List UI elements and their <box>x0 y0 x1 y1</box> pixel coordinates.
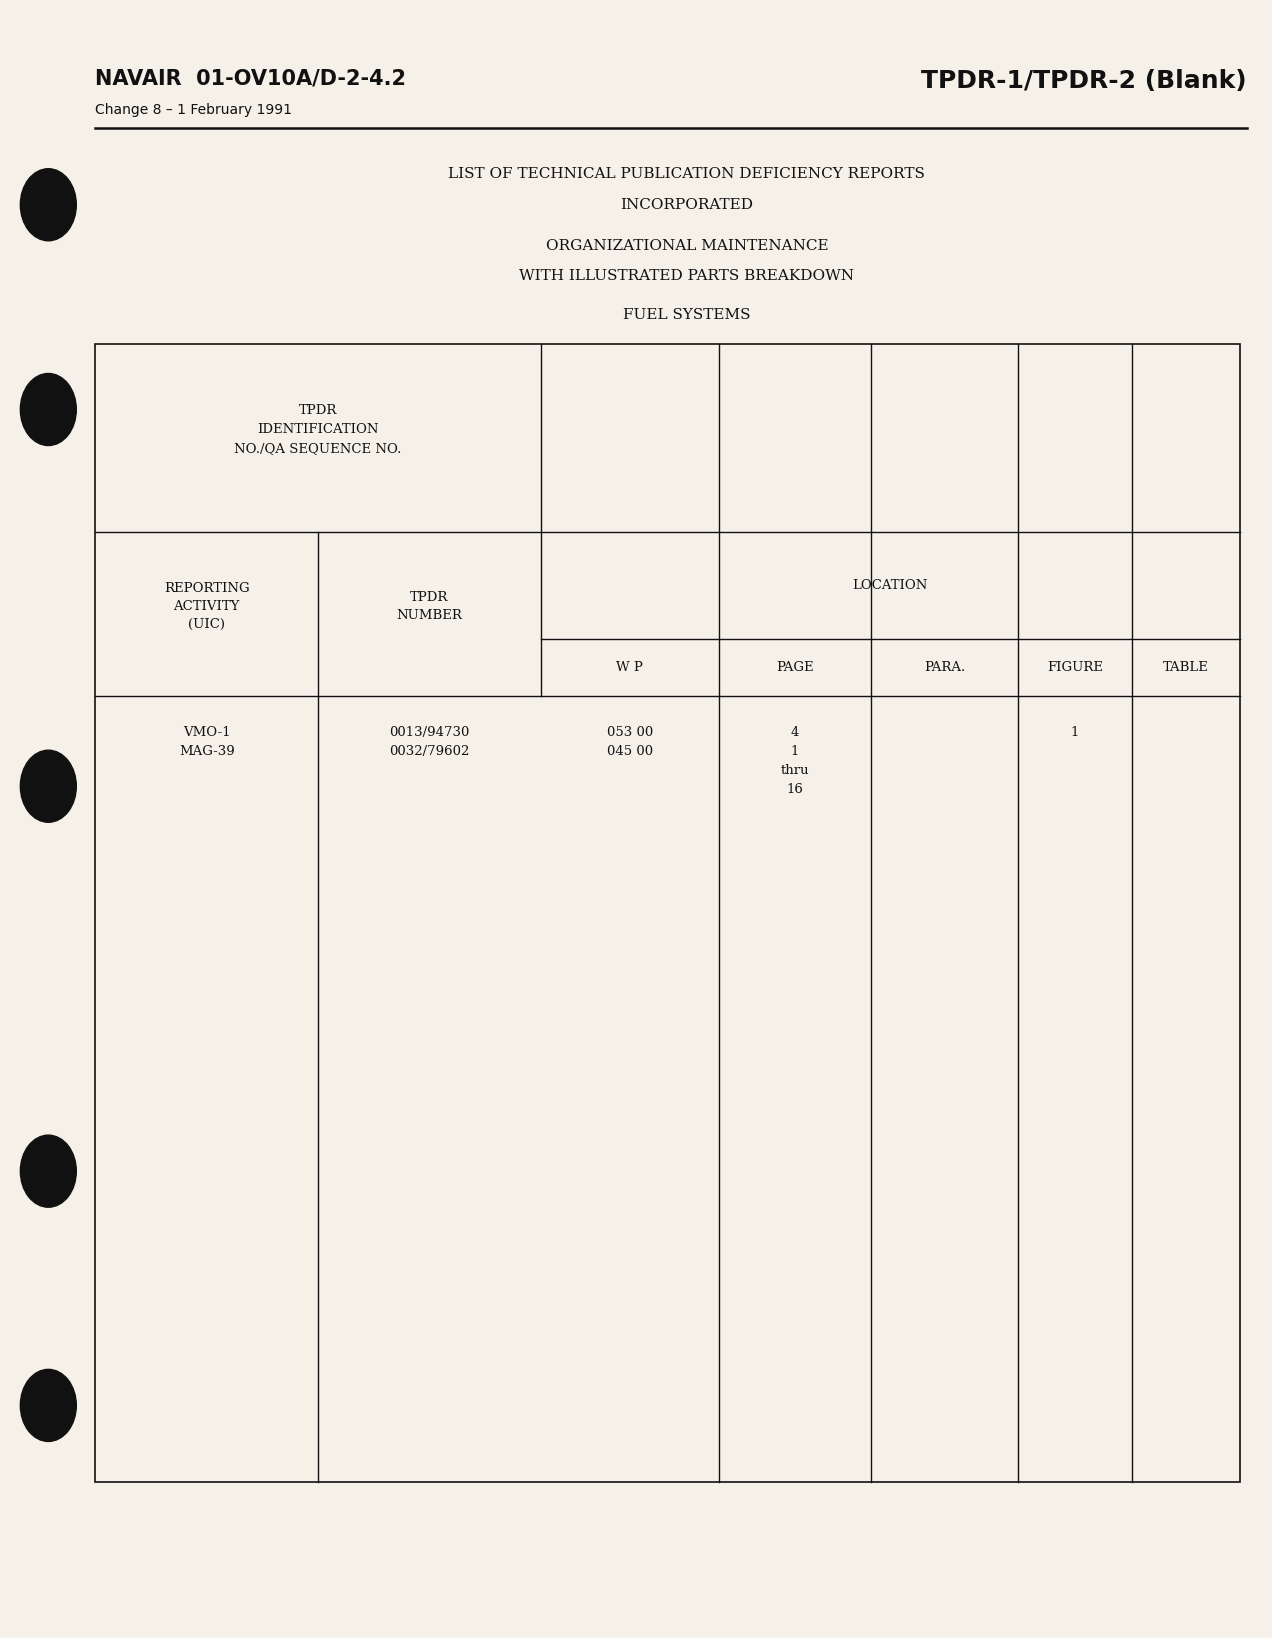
Text: 0013/94730
0032/79602: 0013/94730 0032/79602 <box>389 726 469 758</box>
Text: ORGANIZATIONAL MAINTENANCE: ORGANIZATIONAL MAINTENANCE <box>546 239 828 254</box>
Text: W P: W P <box>616 662 644 673</box>
Text: VMO-1
MAG-39: VMO-1 MAG-39 <box>179 726 234 758</box>
Text: NAVAIR  01-OV10A/D-2-4.2: NAVAIR 01-OV10A/D-2-4.2 <box>95 69 406 88</box>
Text: FUEL SYSTEMS: FUEL SYSTEMS <box>623 308 750 323</box>
Text: TABLE: TABLE <box>1163 662 1210 673</box>
Circle shape <box>20 750 76 822</box>
Bar <box>95 344 1240 1482</box>
Text: REPORTING
ACTIVITY
(UIC): REPORTING ACTIVITY (UIC) <box>164 581 249 631</box>
Circle shape <box>20 169 76 241</box>
Text: PARA.: PARA. <box>923 662 965 673</box>
Circle shape <box>20 1135 76 1207</box>
Text: 1: 1 <box>1071 726 1079 739</box>
Text: LOCATION: LOCATION <box>852 580 929 591</box>
Text: 4
1
thru
16: 4 1 thru 16 <box>781 726 809 796</box>
Circle shape <box>20 373 76 446</box>
Text: INCORPORATED: INCORPORATED <box>621 198 753 213</box>
Text: Change 8 – 1 February 1991: Change 8 – 1 February 1991 <box>95 103 293 118</box>
Text: TPDR
NUMBER: TPDR NUMBER <box>397 591 462 621</box>
Text: TPDR-1/TPDR-2 (Blank): TPDR-1/TPDR-2 (Blank) <box>921 69 1247 93</box>
Text: WITH ILLUSTRATED PARTS BREAKDOWN: WITH ILLUSTRATED PARTS BREAKDOWN <box>519 269 855 283</box>
Circle shape <box>20 1369 76 1441</box>
Text: LIST OF TECHNICAL PUBLICATION DEFICIENCY REPORTS: LIST OF TECHNICAL PUBLICATION DEFICIENCY… <box>449 167 925 182</box>
Text: TPDR
IDENTIFICATION
NO./QA SEQUENCE NO.: TPDR IDENTIFICATION NO./QA SEQUENCE NO. <box>234 405 402 455</box>
Text: 053 00
045 00: 053 00 045 00 <box>607 726 653 758</box>
Text: FIGURE: FIGURE <box>1047 662 1103 673</box>
Text: PAGE: PAGE <box>776 662 814 673</box>
